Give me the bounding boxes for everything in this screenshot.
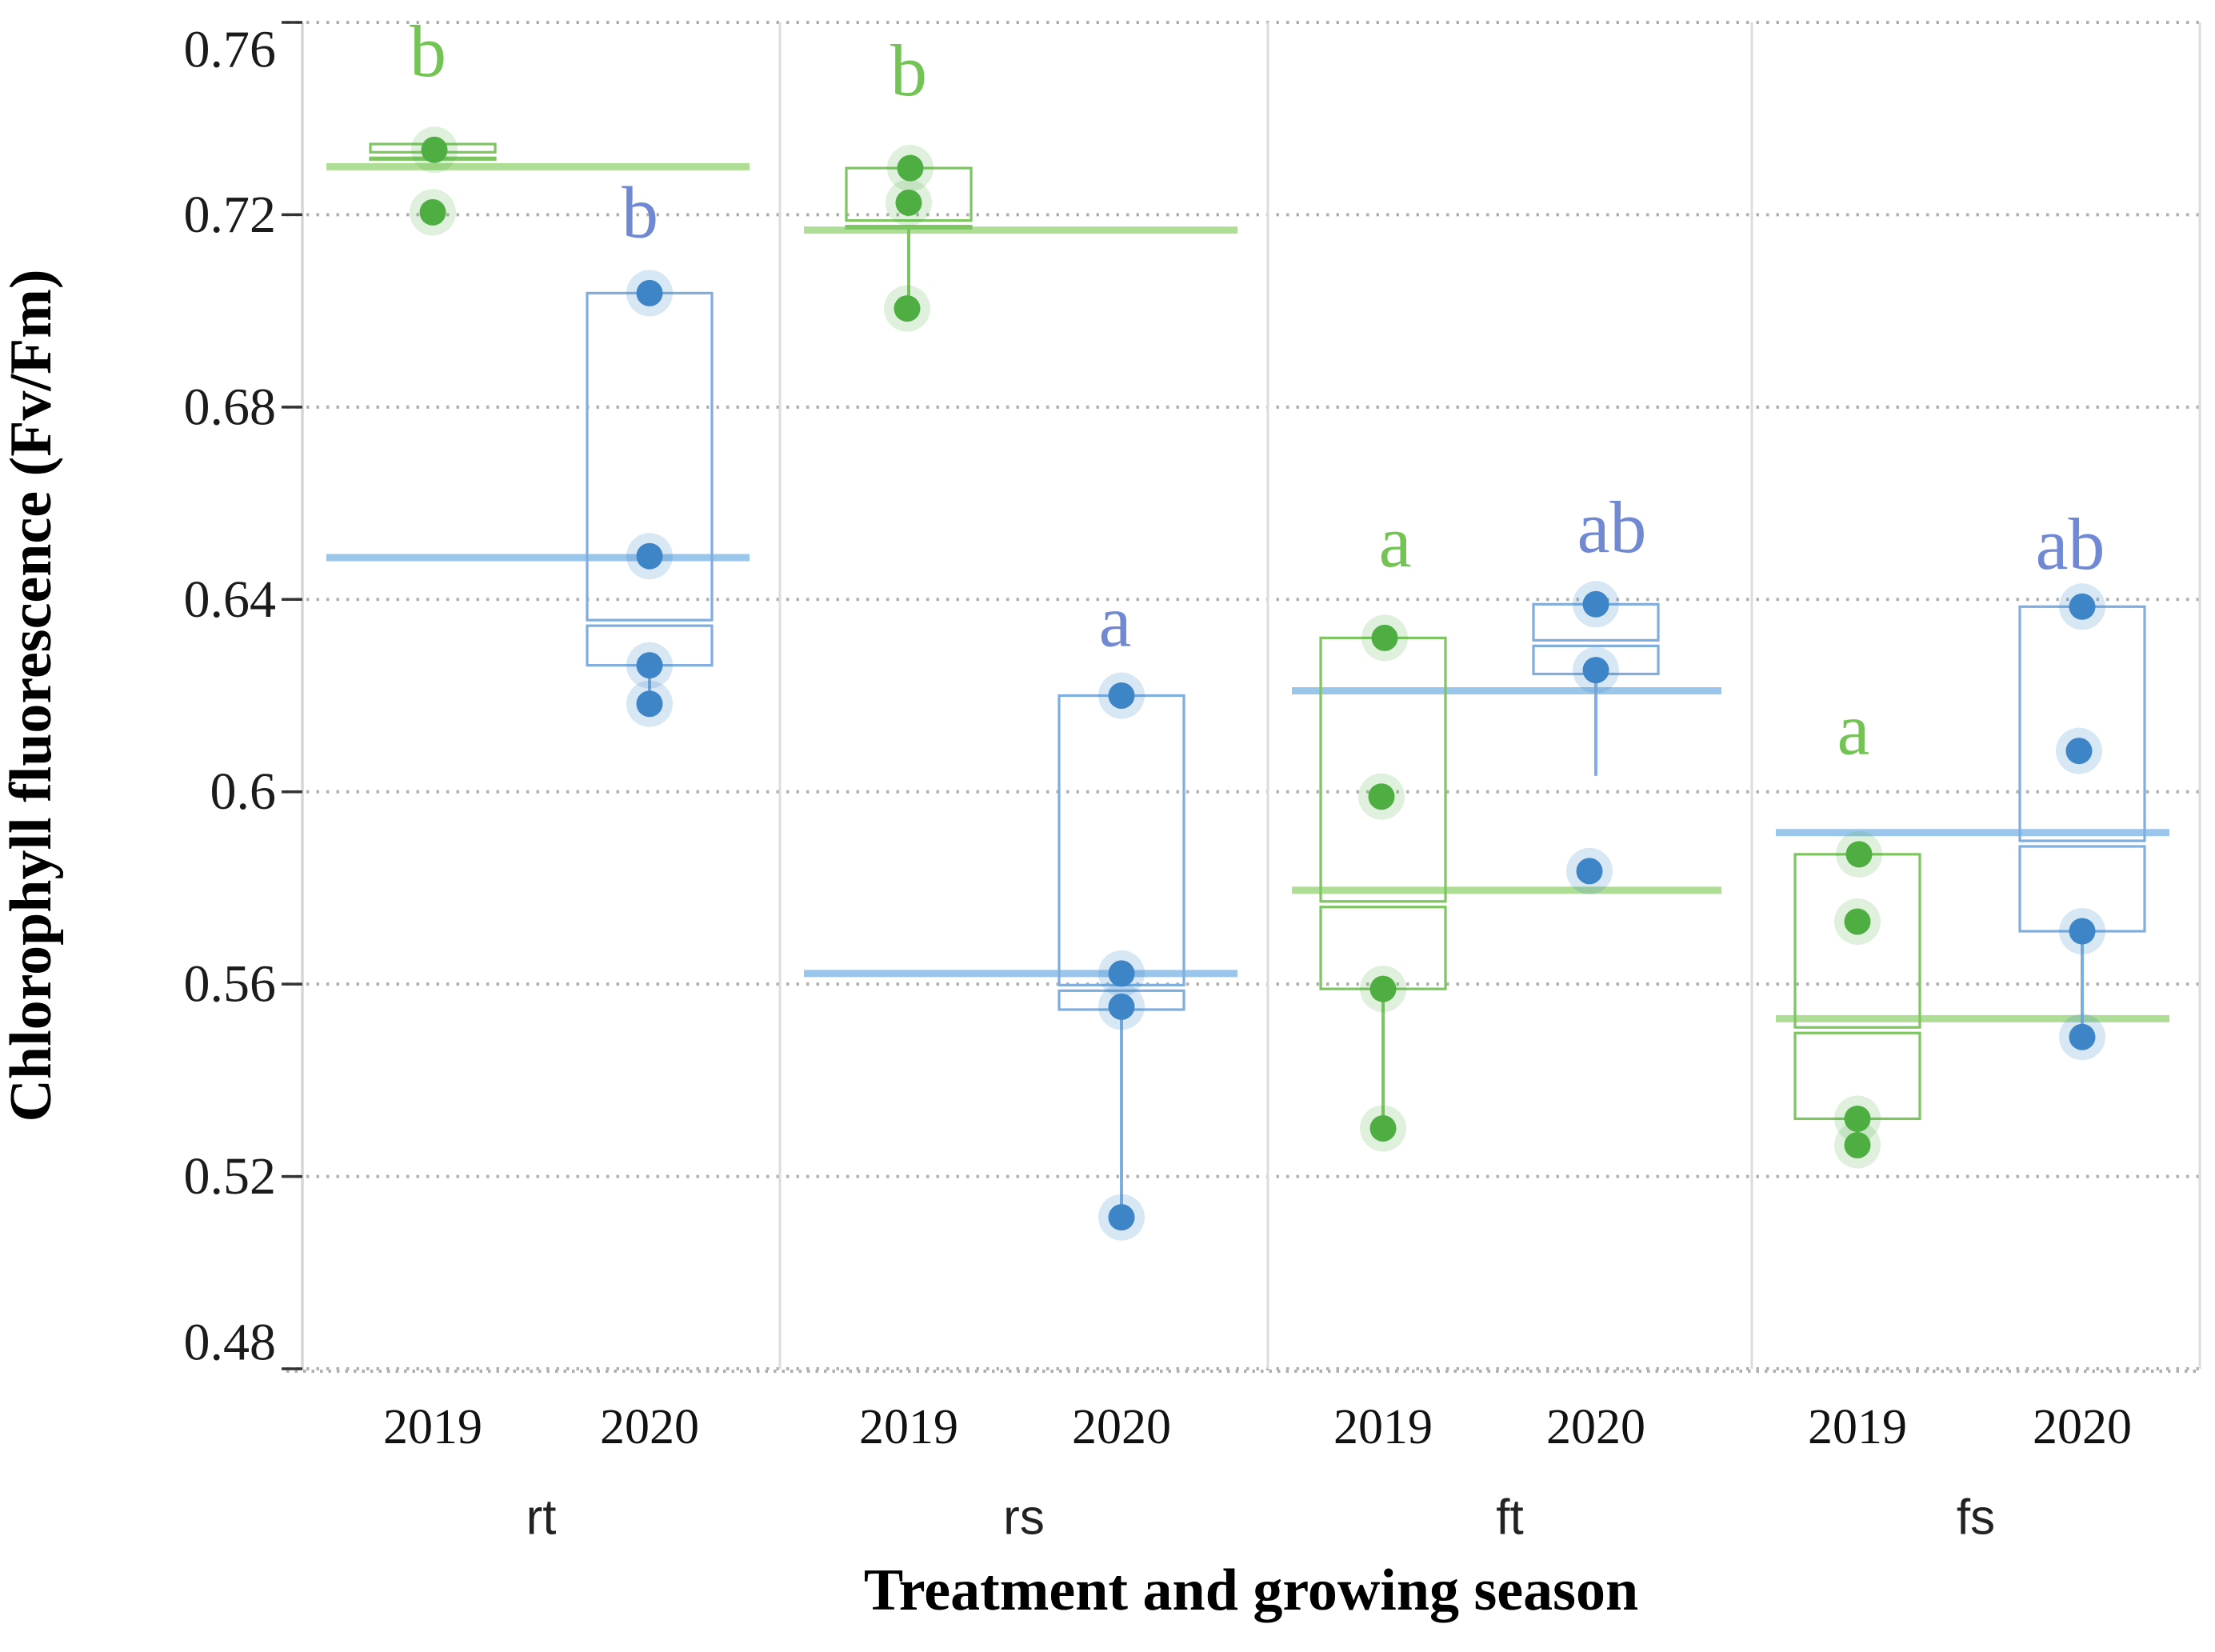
rs-2019-tick-label: 2019 (859, 1400, 958, 1454)
rt-2019-point-1 (419, 198, 446, 226)
axes-layer: 0.76 0.72 0.68 0.64 0.6 0.56 0.52 0.48 2019 2020 2… (184, 21, 2200, 1546)
panel-label-ft: ft (1496, 1490, 1523, 1546)
x-axis-title: Treatment and growing season (864, 1558, 1638, 1623)
panel-label-rs: rs (1003, 1490, 1045, 1546)
ft-2019-point-0 (1371, 624, 1398, 651)
rt-2019-point-0 (421, 136, 448, 163)
fs-2019-sig-letter: a (1837, 689, 1870, 770)
y-tick-label-0.48: 0.48 (184, 1314, 277, 1372)
y-tick-label-0.72: 0.72 (184, 186, 277, 244)
rs-2020-point-0 (1108, 682, 1135, 709)
y-axis-title: Chlorophyll fluorescence (Fv/Fm) (0, 269, 64, 1122)
rt-2020-point-0 (636, 279, 663, 306)
y-tick-label-0.64: 0.64 (184, 570, 277, 629)
fs-2020-point-1 (2065, 738, 2093, 765)
ft-2020-tick-label: 2020 (1546, 1400, 1645, 1454)
ft-2019-tick-label: 2019 (1333, 1400, 1433, 1454)
rs-2020-box-upper (1058, 694, 1185, 986)
y-tick-label-0.56: 0.56 (184, 955, 277, 1014)
fs-2020-point-0 (2069, 593, 2096, 620)
rs-2019-point-2 (894, 295, 921, 322)
y-tick-label-0.52: 0.52 (184, 1147, 277, 1206)
ft-2019-point-1 (1368, 783, 1395, 810)
panel-label-fs: fs (1957, 1490, 1995, 1546)
y-tick-label-0.68: 0.68 (184, 378, 277, 436)
fs-2020-point-2 (2069, 918, 2096, 945)
rs-2019-point-1 (895, 189, 922, 216)
rt-2020-point-3 (636, 690, 663, 718)
fs-2019-point-2 (1844, 1105, 1871, 1132)
panel-borders-layer (778, 22, 2201, 1369)
ft-2019-point-3 (1369, 1114, 1397, 1142)
fs-2019-tick-label: 2019 (1808, 1400, 1907, 1454)
rt-2020-point-2 (636, 652, 663, 679)
fs-2020-sig-letter: ab (2036, 503, 2105, 585)
ft-2020-point-1 (1582, 657, 1609, 684)
ft-2019-box-upper (1319, 636, 1447, 903)
rs-2020-point-3 (1108, 1204, 1135, 1231)
ft-2019-sig-letter: a (1379, 501, 1412, 582)
significance-letters-layer: b b b a a ab a ab (410, 10, 2105, 770)
mean-lines-layer (326, 162, 2169, 1022)
rs-2020-point-2 (1108, 993, 1135, 1020)
fs-2019-point-1 (1844, 908, 1871, 935)
panel-label-rt: rt (526, 1490, 557, 1546)
fs-2020-box-upper (2018, 605, 2146, 842)
data-points-layer (410, 126, 2105, 1241)
y-tick-label-0.76: 0.76 (184, 21, 277, 79)
rs-2019-point-0 (897, 154, 924, 182)
fs-2019-point-3 (1844, 1132, 1871, 1159)
rt-2019-sig-letter: b (410, 10, 446, 92)
fs-2020-tick-label: 2020 (2033, 1400, 2132, 1454)
rs-2019-sig-letter: b (890, 30, 927, 111)
rs-2020-tick-label: 2020 (1072, 1400, 1171, 1454)
gridlines-layer (286, 21, 2200, 1370)
fs-2020-point-3 (2069, 1023, 2096, 1050)
ft-2019-point-2 (1369, 975, 1397, 1002)
y-tick-label-0.6: 0.6 (210, 762, 277, 821)
ft-2020-point-2 (1576, 858, 1603, 885)
fs-2019-point-0 (1845, 841, 1873, 868)
rt-2020-point-1 (636, 542, 663, 570)
rt-2019-tick-label: 2019 (383, 1400, 482, 1454)
rs-2020-point-1 (1108, 960, 1135, 987)
ft-2020-point-0 (1582, 590, 1609, 618)
rs-2020-sig-letter: a (1099, 580, 1132, 662)
rt-2020-sig-letter: b (622, 171, 658, 253)
ft-2020-sig-letter: ab (1577, 486, 1647, 568)
rs-2019-box-lower (845, 225, 973, 230)
rt-2020-tick-label: 2020 (600, 1400, 699, 1454)
